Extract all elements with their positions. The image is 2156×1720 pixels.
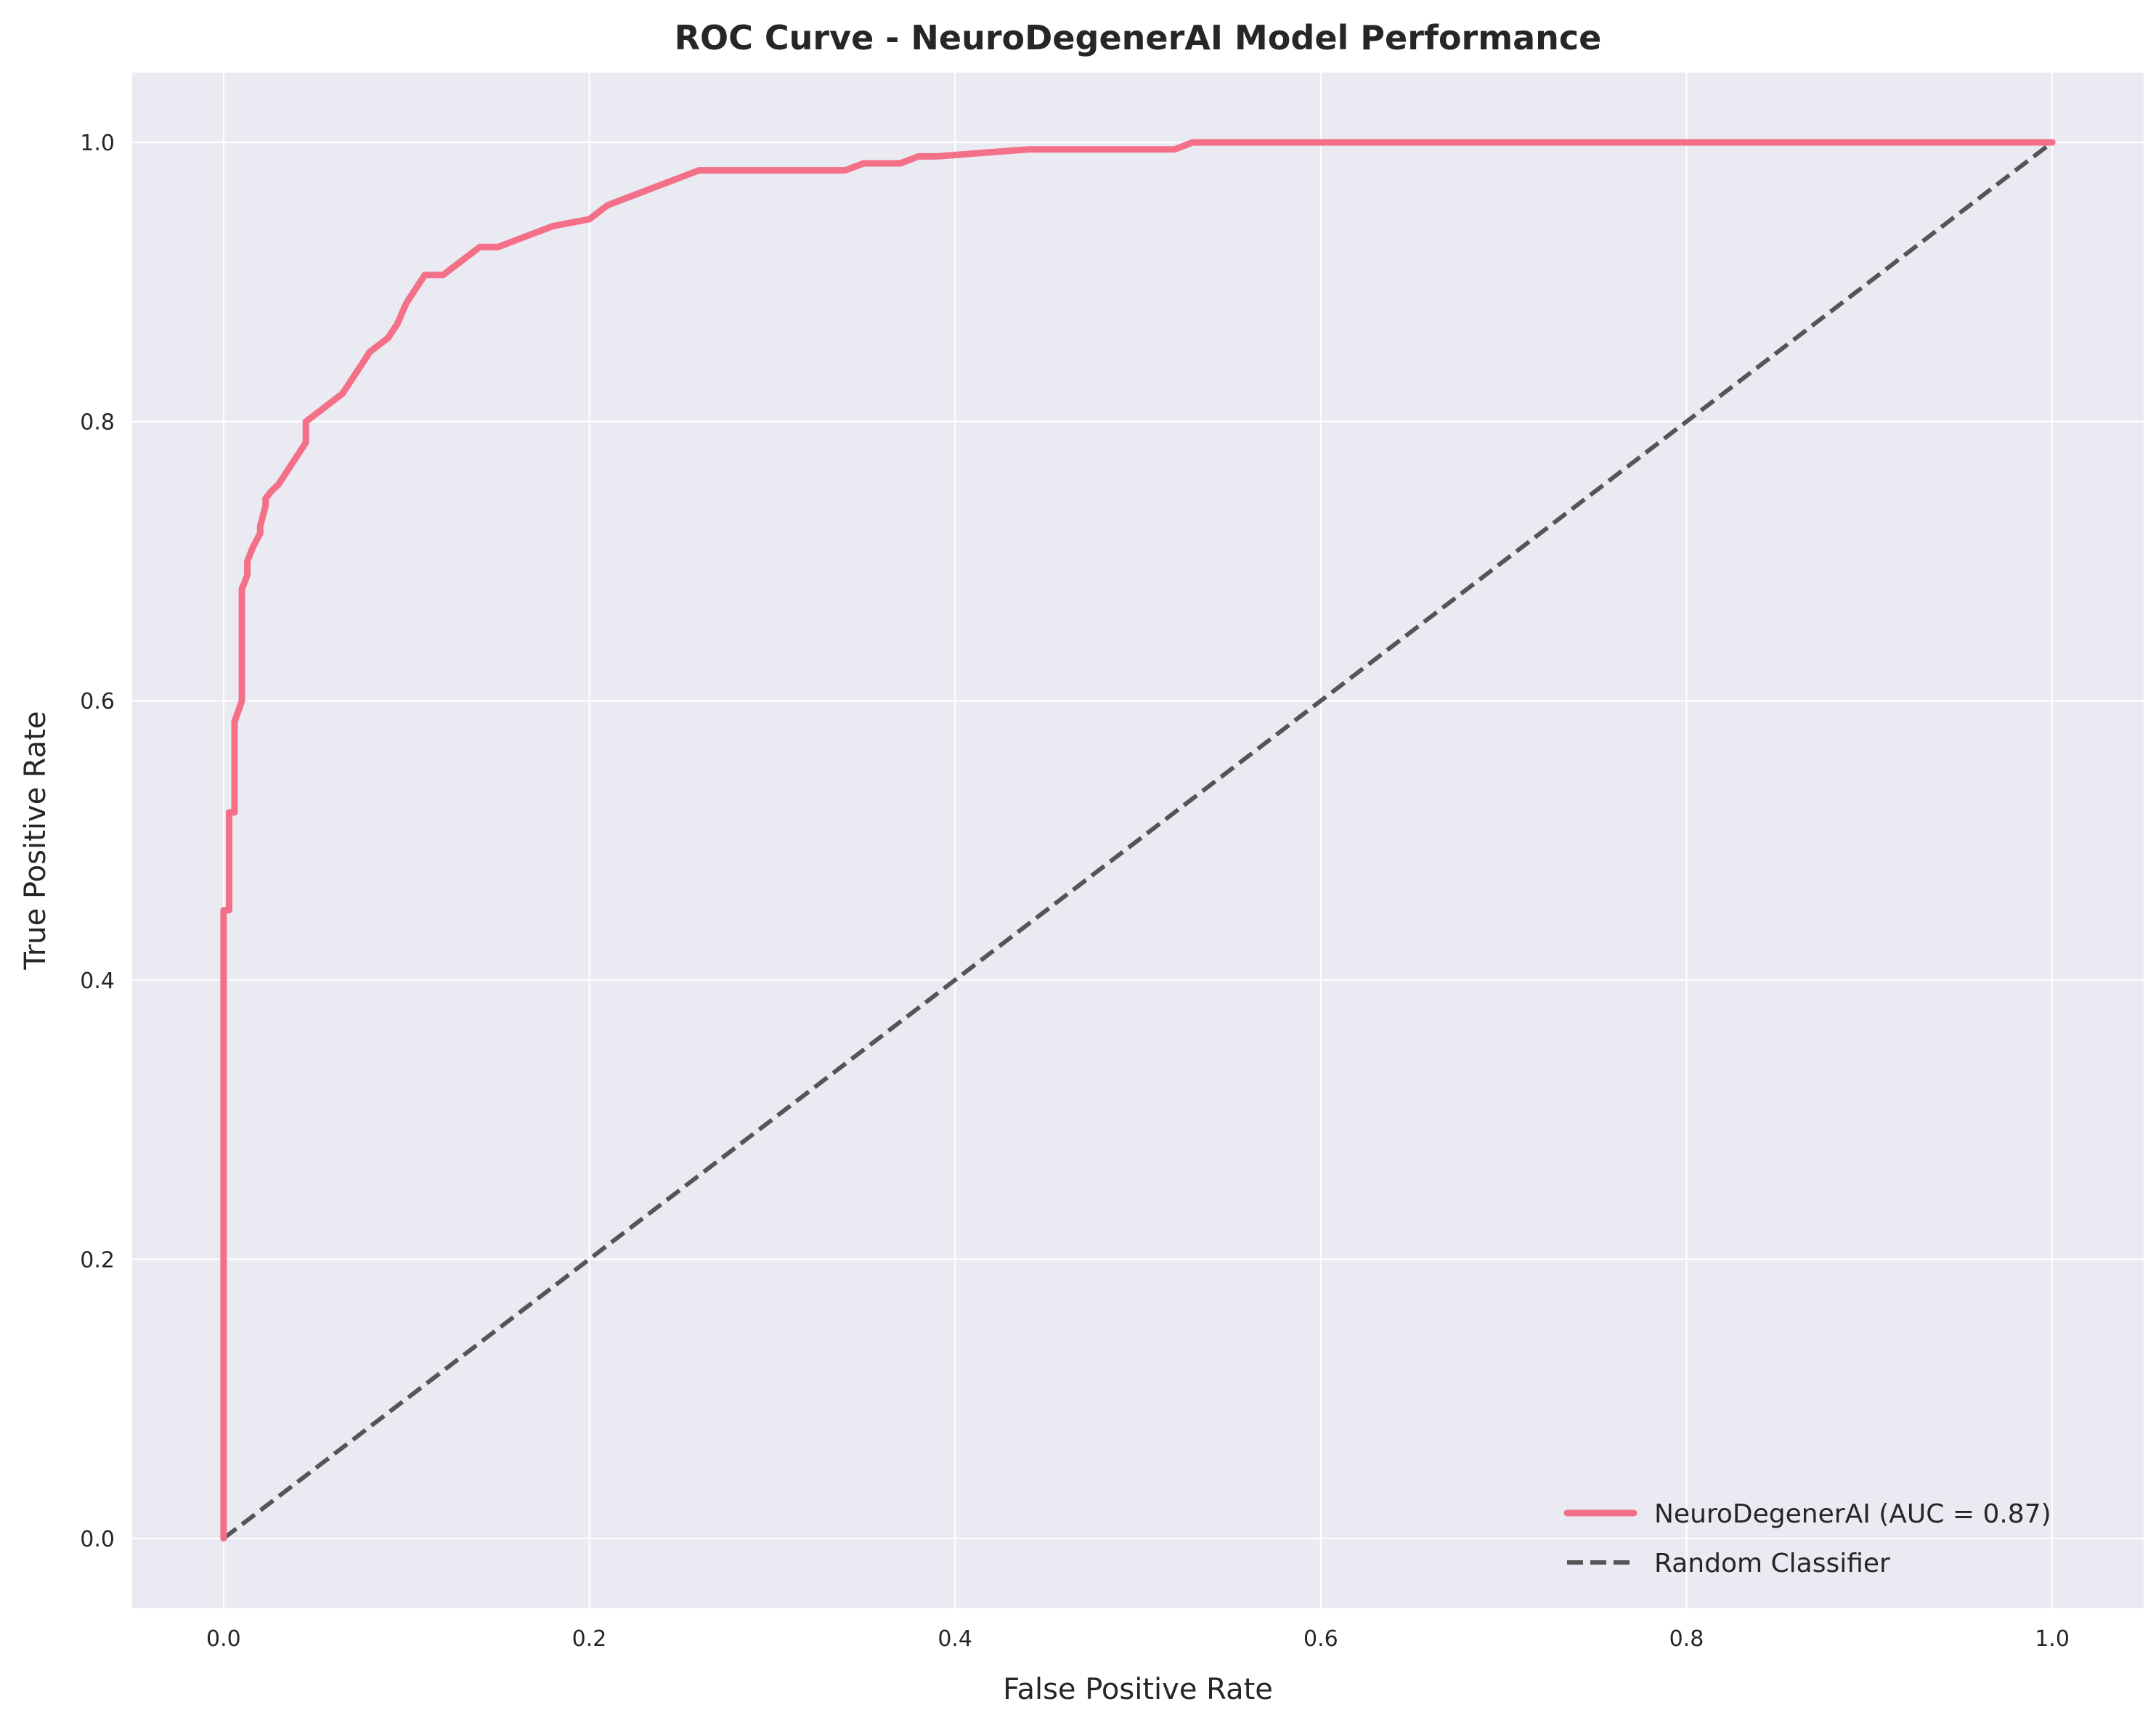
series-line-random-classifier — [222, 140, 2054, 1541]
legend: NeuroDegenerAI (AUC = 0.87) Random Class… — [1563, 1499, 2051, 1578]
x-tick-label: 0.4 — [937, 1626, 972, 1652]
series-line-neurodegenerai — [220, 139, 2056, 1542]
y-tick-labels: 0.0 0.2 0.4 0.6 0.8 1.0 — [80, 131, 115, 1552]
y-tick-label: 1.0 — [80, 131, 115, 156]
y-tick-label: 0.6 — [80, 689, 115, 714]
x-tick-label: 1.0 — [2035, 1626, 2070, 1652]
y-tick-label: 0.4 — [80, 969, 115, 994]
x-tick-labels: 0.0 0.2 0.4 0.6 0.8 1.0 — [206, 1626, 2070, 1652]
chart-title: ROC Curve - NeuroDegenerAI Model Perform… — [675, 18, 1602, 57]
y-tick-label: 0.8 — [80, 410, 115, 436]
x-tick-label: 0.6 — [1303, 1626, 1338, 1652]
grid-lines — [132, 73, 2144, 1608]
x-tick-label: 0.2 — [572, 1626, 607, 1652]
series-lines — [220, 139, 2056, 1542]
y-tick-label: 0.2 — [80, 1247, 115, 1273]
legend-entry-random-classifier: Random Classifier — [1654, 1549, 1890, 1578]
y-axis-label: True Positive Rate — [19, 711, 52, 970]
x-tick-label: 0.0 — [206, 1626, 241, 1652]
x-axis-label: False Positive Rate — [1003, 1673, 1273, 1706]
y-tick-label: 0.0 — [80, 1527, 115, 1552]
legend-entry-neurodegenerai: NeuroDegenerAI (AUC = 0.87) — [1654, 1499, 2051, 1529]
x-tick-label: 0.8 — [1669, 1626, 1704, 1652]
